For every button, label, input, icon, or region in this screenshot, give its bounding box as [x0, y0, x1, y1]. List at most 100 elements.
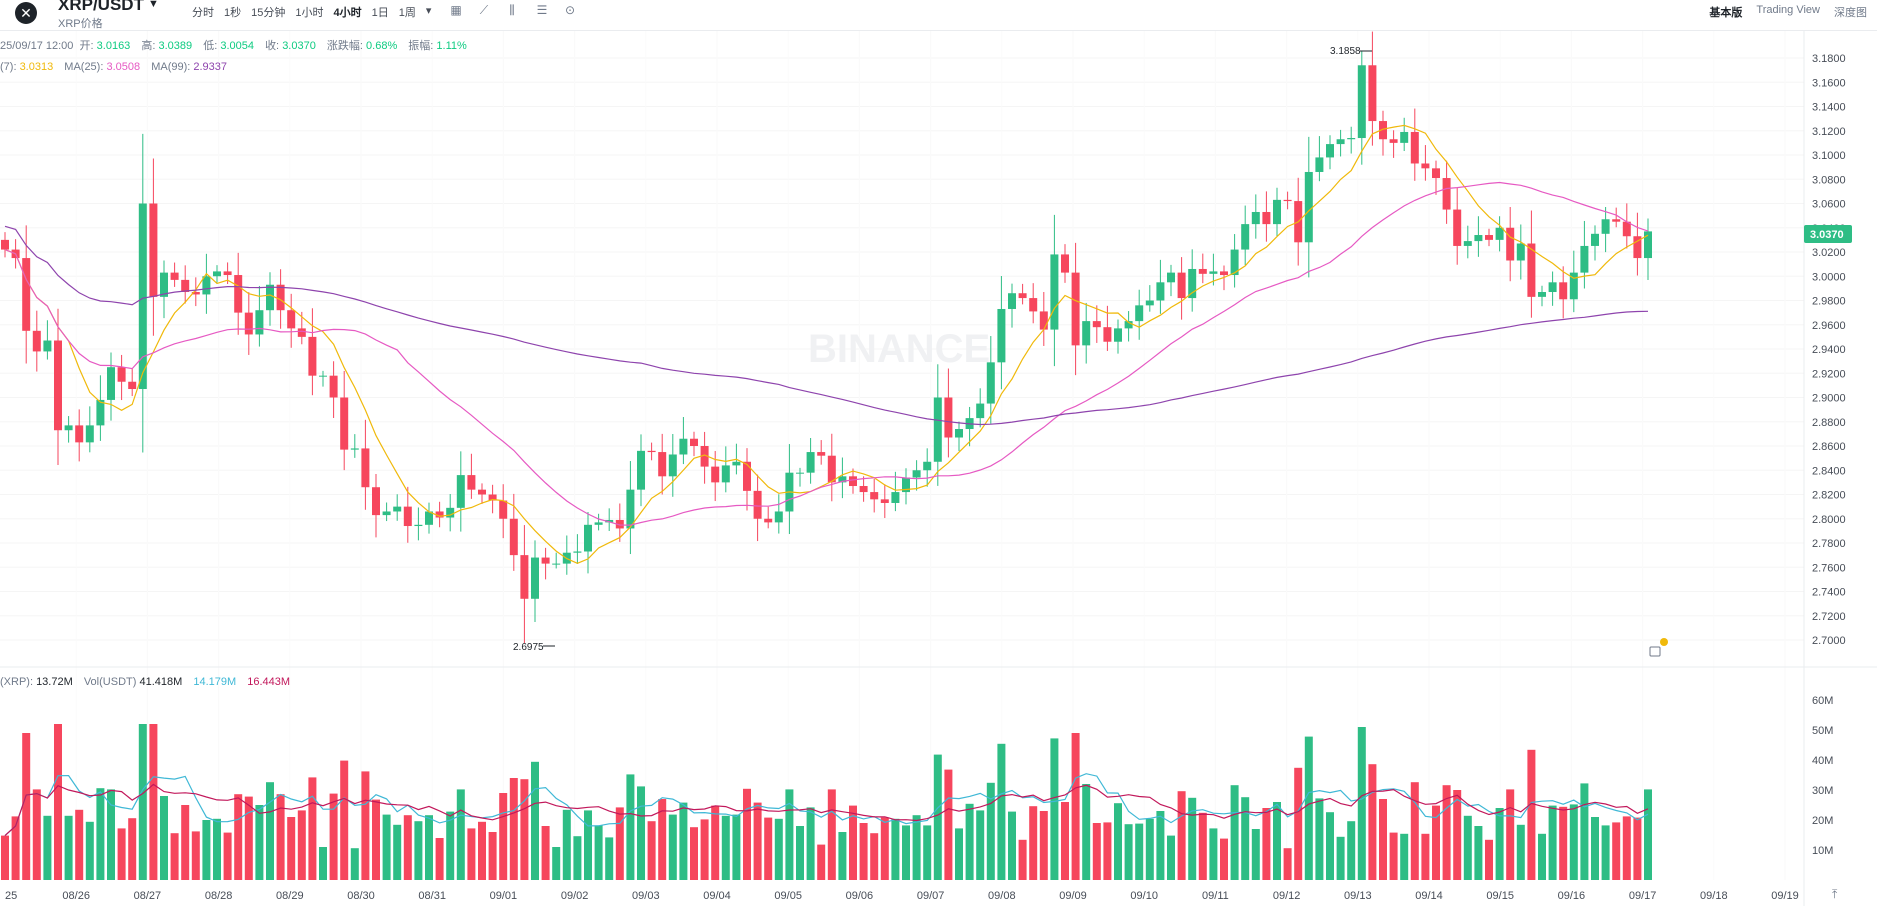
- x-tick-label: 08/29: [276, 890, 304, 902]
- volume-bar: [1039, 811, 1048, 880]
- candle-body: [478, 489, 486, 495]
- candle-body: [1379, 121, 1387, 140]
- candle-body: [85, 425, 94, 443]
- candle-body: [1442, 178, 1451, 210]
- tab-depth-chart[interactable]: 深度图: [1834, 7, 1867, 19]
- candle-body: [594, 522, 603, 525]
- volume-bar: [647, 821, 656, 880]
- candle-body: [1485, 235, 1493, 240]
- candle-body: [393, 506, 402, 512]
- candle-body: [997, 308, 1006, 363]
- candle-body: [488, 494, 497, 501]
- volume-bar: [1400, 833, 1409, 880]
- volume-bar: [1463, 815, 1472, 880]
- pair-selector[interactable]: XRP/USDT: [58, 0, 144, 14]
- volume-bar: [541, 826, 550, 880]
- chevron-down-icon[interactable]: ▼: [148, 0, 159, 10]
- ma7-value: 3.0313: [19, 61, 54, 73]
- y-tick-label: 2.8400: [1812, 465, 1846, 477]
- candle-body: [552, 563, 561, 565]
- tab-interval-time[interactable]: 分时: [192, 7, 214, 19]
- tab-interval-1w[interactable]: 1周: [398, 7, 416, 19]
- candle-type-icon[interactable]: ⫼: [509, 3, 515, 17]
- y-tick-label: 2.7800: [1812, 538, 1846, 550]
- candle-body: [350, 448, 359, 450]
- axes: 3.1800 3.1600 3.1400 3.1200 3.1000 3.0800 3.06…: [5, 53, 1846, 902]
- vol-tick-label: 40M: [1812, 755, 1833, 767]
- candle-body: [1114, 328, 1122, 342]
- candle-body: [43, 340, 52, 352]
- candle-body: [446, 507, 455, 518]
- volume-bar: [1453, 790, 1462, 880]
- volume-bar: [361, 771, 370, 880]
- volume-bar: [85, 821, 94, 880]
- candle-body: [107, 367, 115, 400]
- volume-bar: [75, 809, 84, 880]
- volume-bar: [191, 831, 200, 880]
- x-tick-label: 09/08: [988, 890, 1016, 902]
- candle-body: [520, 555, 529, 599]
- tab-tradingview[interactable]: Trading View: [1756, 4, 1820, 16]
- volume-bar: [743, 788, 751, 880]
- ma99-label: MA(99):: [151, 61, 191, 73]
- tab-interval-15m[interactable]: 15分钟: [251, 7, 286, 19]
- candle-body: [1548, 282, 1557, 293]
- candle-body: [753, 490, 762, 519]
- x-tick-label: 09/17: [1629, 890, 1657, 902]
- volume-bar: [764, 817, 773, 880]
- volume-bar: [584, 810, 592, 880]
- candle-body: [1241, 224, 1250, 250]
- settings-icon[interactable]: ⊙: [564, 3, 576, 17]
- moving-averages: [4, 124, 1649, 564]
- candle-body: [1220, 271, 1228, 276]
- calendar-icon[interactable]: ▦: [450, 3, 462, 17]
- candle-body: [1029, 298, 1038, 312]
- volume-bar: [1495, 808, 1504, 880]
- candle-body: [414, 524, 423, 527]
- volume-bar: [520, 779, 529, 880]
- chart-grid: [0, 30, 1804, 880]
- close-icon[interactable]: ✕: [15, 2, 37, 24]
- volume-bar: [319, 847, 327, 880]
- volume-bar: [266, 782, 274, 880]
- volume-bar: [1633, 817, 1642, 880]
- candle-body: [933, 397, 942, 462]
- candle-body: [138, 203, 147, 390]
- volume-bar: [170, 833, 179, 880]
- candle-body: [266, 284, 274, 311]
- view-tabs: 基本版 Trading View 深度图: [1695, 4, 1867, 20]
- more-intervals-caret-icon[interactable]: ▾: [425, 5, 432, 17]
- candle-body: [986, 362, 995, 404]
- volume-bar: [128, 818, 137, 880]
- volume-bar: [573, 836, 582, 880]
- alert-icon[interactable]: [1649, 638, 1668, 657]
- low-value: 3.0054: [220, 40, 254, 52]
- volume-bar: [552, 847, 561, 880]
- fullscreen-icon[interactable]: ⤒: [1832, 887, 1838, 901]
- tab-basic-view[interactable]: 基本版: [1709, 7, 1743, 19]
- volume-bar: [1569, 804, 1578, 880]
- candle-body: [817, 452, 826, 456]
- candle-body: [1039, 311, 1048, 330]
- candle-body: [615, 519, 624, 529]
- tab-interval-1s[interactable]: 1秒: [224, 7, 242, 19]
- volume-bar: [933, 754, 942, 880]
- tab-interval-1h[interactable]: 1小时: [295, 7, 324, 19]
- line-chart-icon[interactable]: ⟋: [479, 3, 489, 17]
- candle-body: [1198, 268, 1207, 274]
- volume-bar: [1209, 828, 1218, 880]
- candle-body: [626, 489, 635, 529]
- indicator-settings-icon[interactable]: ☰: [536, 3, 548, 17]
- volume-bar: [774, 818, 783, 880]
- tab-interval-1d[interactable]: 1日: [371, 7, 389, 19]
- volume-bar: [605, 837, 614, 880]
- candle-body: [1304, 171, 1313, 243]
- candle-body: [499, 500, 508, 519]
- volume-bar: [1283, 848, 1292, 880]
- volume-bar: [499, 793, 508, 880]
- candle-body: [1644, 231, 1652, 259]
- candle-body: [96, 399, 105, 426]
- volume-bar: [138, 724, 147, 880]
- tab-interval-4h[interactable]: 4小时: [333, 7, 362, 19]
